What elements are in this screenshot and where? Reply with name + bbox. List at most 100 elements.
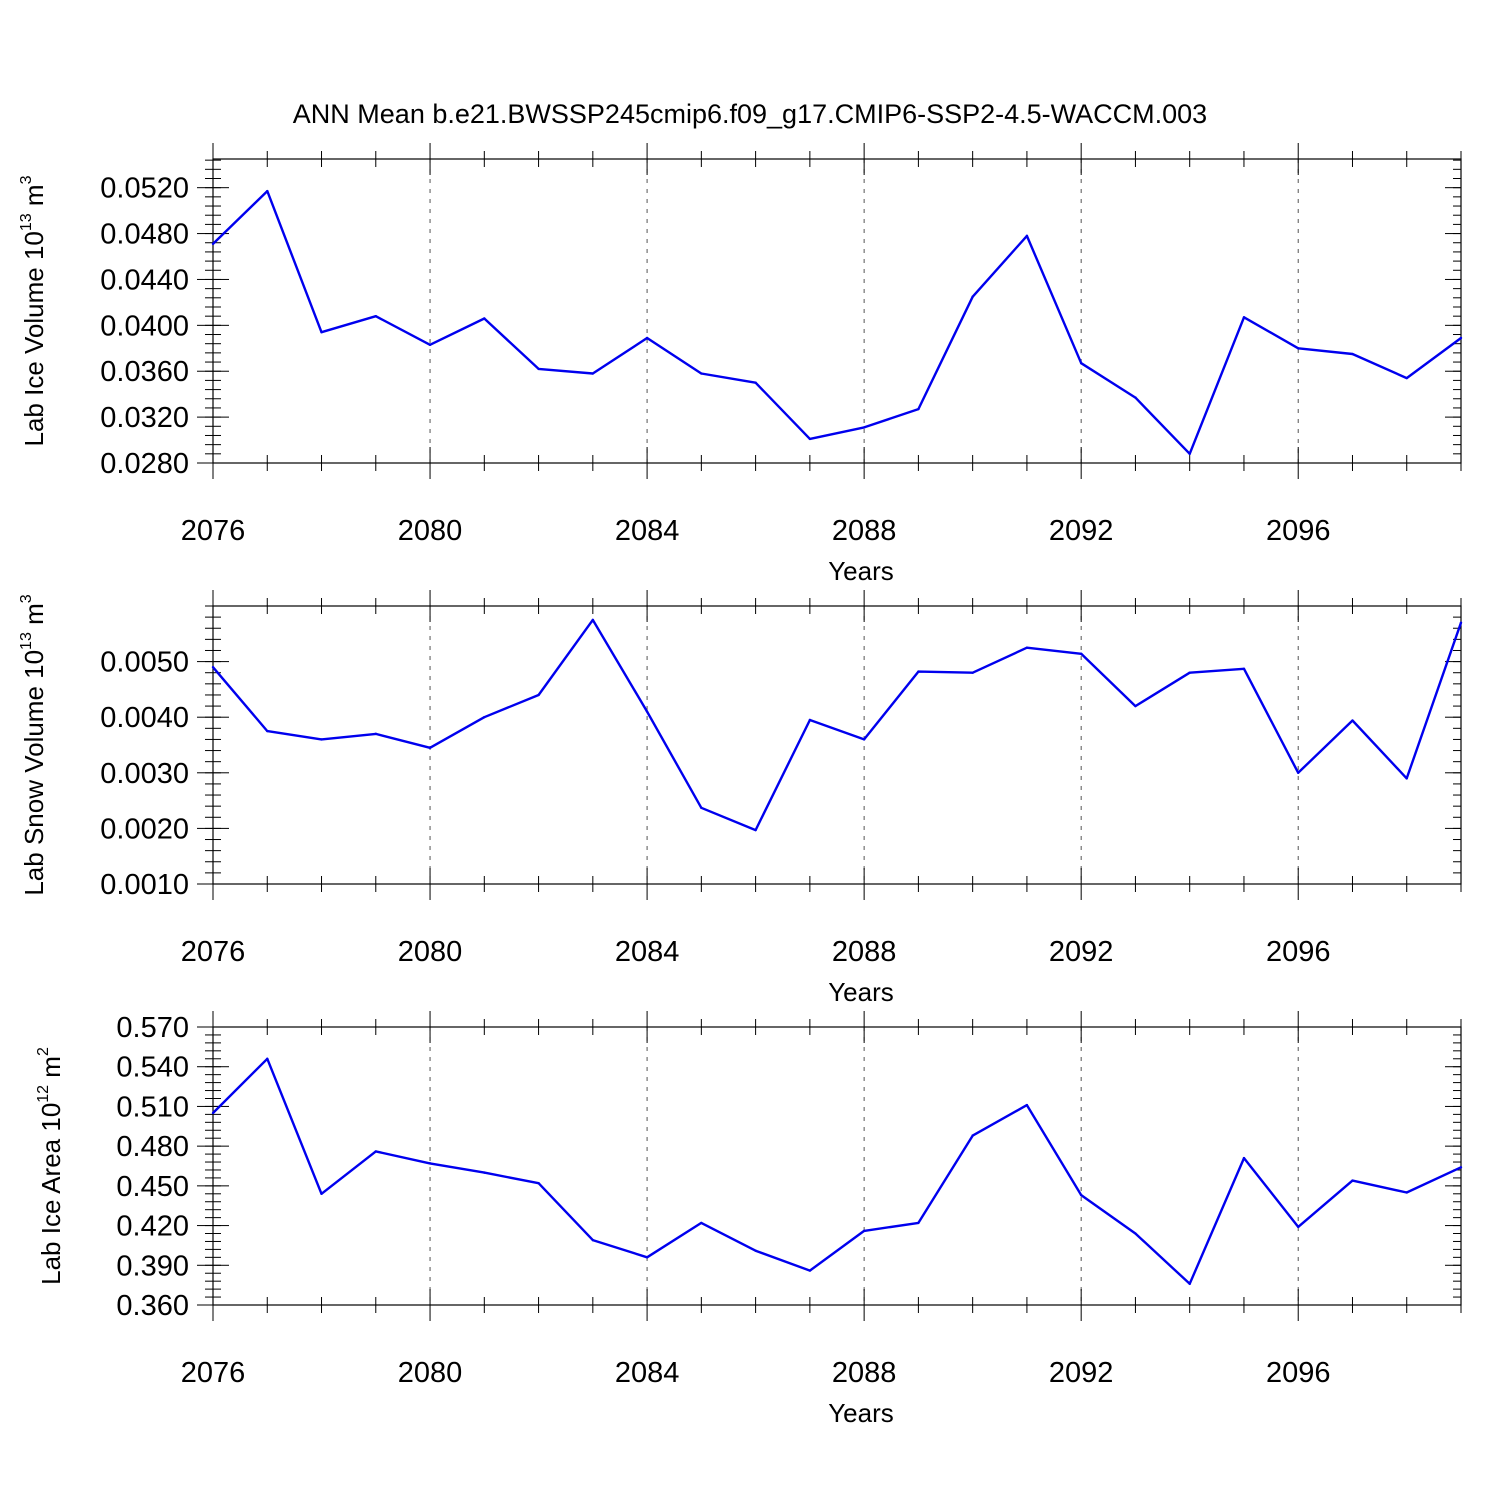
y-tick-label: 0.0050 bbox=[100, 647, 189, 679]
data-point bbox=[374, 732, 377, 736]
y-tick-label: 0.510 bbox=[116, 1091, 189, 1123]
data-point bbox=[808, 437, 812, 441]
data-point bbox=[700, 806, 703, 810]
data-point bbox=[537, 367, 540, 371]
x-tick-label: 2080 bbox=[398, 515, 463, 547]
series-line bbox=[212, 1057, 1462, 1286]
data-point bbox=[591, 1238, 595, 1242]
data-point bbox=[1188, 452, 1191, 456]
y-tick-label: 0.0400 bbox=[100, 310, 189, 342]
x-axis-label: Years bbox=[828, 977, 894, 1007]
plot-frame bbox=[212, 1026, 1462, 1306]
y-tick-label: 0.360 bbox=[116, 1290, 189, 1322]
data-point bbox=[1405, 1191, 1408, 1194]
data-point bbox=[483, 716, 486, 719]
data-point bbox=[537, 1182, 540, 1185]
data-point bbox=[591, 372, 595, 375]
data-point bbox=[862, 738, 866, 741]
data-point bbox=[1297, 1225, 1300, 1229]
data-point bbox=[754, 381, 757, 384]
y-tick-label: 0.0030 bbox=[100, 758, 189, 790]
data-point bbox=[1459, 621, 1463, 624]
y-axis-label: Lab Ice Area 1012 m2 bbox=[35, 1047, 66, 1285]
x-tick-label: 2096 bbox=[1266, 936, 1331, 968]
data-point bbox=[700, 372, 703, 375]
series-line bbox=[212, 189, 1462, 455]
data-point bbox=[1242, 667, 1246, 671]
data-point bbox=[1025, 234, 1029, 238]
y-axis-label-exponent: 13 bbox=[18, 632, 35, 650]
data-point bbox=[1134, 704, 1137, 708]
data-point bbox=[700, 1221, 703, 1225]
data-point bbox=[1242, 316, 1246, 319]
data-point bbox=[1242, 1156, 1246, 1160]
data-point bbox=[320, 331, 323, 334]
x-axis-label: Years bbox=[828, 556, 894, 586]
panel-2: 0.0010 0.0020 0.0030 0.0040 0.0050 2076 2080 20… bbox=[18, 590, 1463, 1007]
y-tick-label: 0.0360 bbox=[100, 356, 189, 388]
data-point bbox=[1297, 771, 1300, 774]
y-axis-label-exponent: 12 bbox=[35, 1085, 52, 1103]
y-axis-label-exponent: 13 bbox=[18, 213, 35, 231]
x-tick-label: 2084 bbox=[615, 1357, 680, 1389]
x-tick-label: 2076 bbox=[181, 936, 246, 968]
data-point bbox=[1079, 1193, 1083, 1197]
data-point bbox=[537, 693, 540, 697]
figure-title: ANN Mean b.e21.BWSSP245cmip6.f09_g17.CMI… bbox=[293, 99, 1207, 129]
data-point bbox=[1459, 336, 1463, 340]
data-point bbox=[211, 1111, 215, 1115]
y-axis-label-unit-exponent: 2 bbox=[35, 1047, 52, 1056]
y-axis-label: Lab Snow Volume 1013 m3 bbox=[18, 594, 49, 895]
y-tick-label: 0.540 bbox=[116, 1052, 189, 1084]
data-point bbox=[1025, 646, 1029, 649]
y-axis-label-unit: m bbox=[36, 1056, 66, 1085]
plot-frame bbox=[212, 605, 1462, 885]
data-point bbox=[266, 729, 269, 733]
data-point bbox=[754, 1249, 757, 1252]
data-point bbox=[1297, 347, 1300, 350]
y-tick-label: 0.450 bbox=[116, 1171, 189, 1203]
data-point bbox=[917, 1221, 920, 1225]
data-point bbox=[645, 710, 649, 713]
y-axis-label-unit: m bbox=[19, 184, 49, 213]
y-axis-label-unit-exponent: 3 bbox=[18, 594, 35, 603]
x-tick-label: 2088 bbox=[832, 1357, 897, 1389]
data-point bbox=[808, 1269, 812, 1272]
data-point bbox=[1405, 376, 1408, 380]
data-point bbox=[917, 670, 920, 673]
x-axis-label: Years bbox=[828, 1398, 894, 1428]
data-point bbox=[808, 718, 812, 722]
data-point bbox=[1079, 361, 1083, 365]
x-tick-label: 2092 bbox=[1049, 936, 1114, 968]
x-tick-label: 2084 bbox=[615, 936, 680, 968]
y-tick-label: 0.0440 bbox=[100, 264, 189, 296]
data-point bbox=[266, 1057, 269, 1060]
plot-frame bbox=[212, 158, 1462, 464]
data-point bbox=[1188, 1282, 1191, 1286]
y-tick-label: 0.480 bbox=[116, 1131, 189, 1163]
data-point bbox=[428, 746, 432, 749]
y-tick-label: 0.0520 bbox=[100, 173, 189, 205]
x-tick-label: 2084 bbox=[615, 515, 680, 547]
data-point bbox=[1025, 1103, 1029, 1107]
data-point bbox=[1351, 352, 1354, 356]
y-tick-label: 0.0280 bbox=[100, 448, 189, 480]
series-line bbox=[212, 618, 1463, 832]
y-tick-label: 0.570 bbox=[116, 1012, 189, 1044]
data-point bbox=[1405, 777, 1408, 780]
data-point bbox=[645, 1256, 649, 1259]
y-tick-label: 0.0480 bbox=[100, 219, 189, 251]
x-tick-label: 2096 bbox=[1266, 1357, 1331, 1389]
data-point bbox=[266, 189, 269, 193]
data-point bbox=[862, 1229, 866, 1233]
data-point bbox=[1351, 1179, 1354, 1182]
panels: 0.0280 0.0320 0.0360 0.0400 0.0440 0.0480 0.05… bbox=[18, 143, 1463, 1428]
data-point bbox=[1134, 1232, 1137, 1235]
x-tick-label: 2076 bbox=[181, 1357, 246, 1389]
x-tick-label: 2092 bbox=[1049, 515, 1114, 547]
data-point bbox=[211, 242, 215, 246]
y-tick-label: 0.0010 bbox=[100, 869, 189, 901]
y-tick-label: 0.390 bbox=[116, 1250, 189, 1282]
y-tick-label: 0.420 bbox=[116, 1211, 189, 1243]
